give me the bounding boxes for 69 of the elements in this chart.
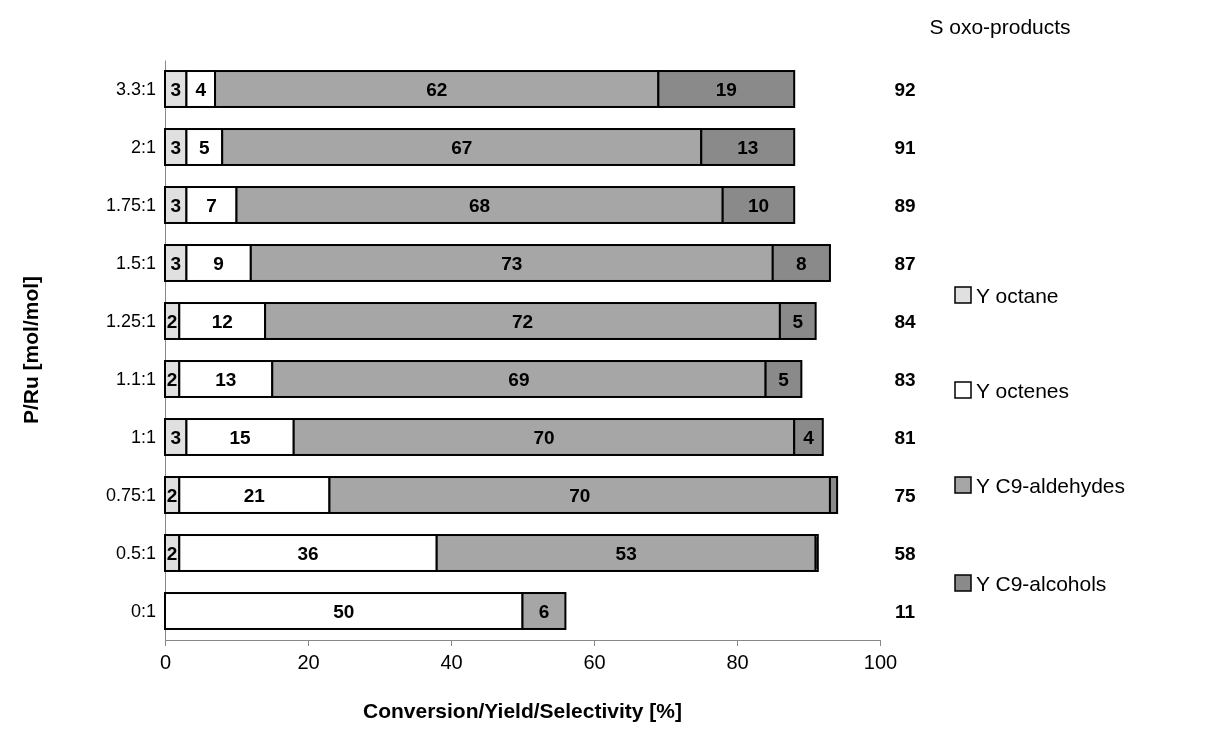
data-label: 19 [715,78,737,100]
data-label: 72 [511,310,534,332]
data-label: 3 [170,426,182,448]
y-tick-label: 0.75:1 [105,484,156,505]
data-label: 70 [569,484,591,506]
data-label: 2 [166,368,178,390]
text: 84 [894,310,916,332]
y-tick-label: 0:1 [130,600,156,621]
text: 89 [894,194,916,216]
y-tick-label: 2:1 [130,136,156,157]
data-label: 5 [778,368,790,390]
data-label: 70 [533,426,555,448]
data-label: 10 [747,194,770,216]
y-tick-label: 1.5:1 [115,252,156,273]
data-label: 7 [206,194,217,216]
y-tick-label: 0.5:1 [115,542,156,563]
text: 92 [894,78,916,100]
data-label: 69 [508,368,530,390]
x-tick-label: 100 [863,651,898,673]
y-tick-label: 1:1 [130,426,156,447]
data-label: 50 [333,600,355,622]
data-label: 4 [803,426,815,448]
text: 81 [894,426,916,448]
text: 75 [894,484,916,506]
data-label: 3 [170,194,182,216]
text: 58 [894,542,916,564]
data-label: 73 [501,252,523,274]
x-tick-label: 20 [297,651,320,673]
data-label: 53 [615,542,637,564]
data-label: 5 [792,310,804,332]
data-label: 2 [166,310,178,332]
data-label: 21 [243,484,266,506]
data-label: 12 [211,310,233,332]
text: S oxo-products [929,15,1071,38]
data-label: 9 [213,252,224,274]
text: 11 [894,600,916,622]
data-label: 6 [538,600,550,622]
legend-label: Y octenes [976,378,1070,402]
data-label: 3 [170,252,182,274]
data-label: 68 [469,194,491,216]
data-label: 2 [166,542,178,564]
y-tick-label: 3.3:1 [115,78,156,99]
data-label: 67 [451,136,473,158]
y-axis-title: P/Ru [mol/mol] [19,275,42,425]
legend-label: Y C9-alcohols [976,571,1107,595]
x-axis-title: Conversion/Yield/Selectivity [%] [363,699,682,722]
data-label: 2 [166,484,178,506]
data-label: 8 [796,252,807,274]
data-label: 62 [426,78,448,100]
data-label: 3 [170,78,182,100]
y-tick-label: 1.25:1 [105,310,156,331]
y-tick-label: 1.1:1 [115,368,156,389]
data-label: 13 [737,136,759,158]
legend-label: Y C9-aldehydes [976,473,1126,497]
data-label: 4 [195,78,207,100]
text: 83 [894,368,916,390]
text: 91 [894,136,916,158]
data-label: 36 [297,542,319,564]
data-label: 15 [229,426,252,448]
data-label: 3 [170,136,182,158]
x-tick-label: 60 [583,651,606,673]
y-tick-label: 1.75:1 [105,194,156,215]
x-tick-label: 80 [726,651,749,673]
legend-label: Y octane [976,283,1059,307]
text: 87 [894,252,916,274]
x-tick-label: 40 [440,651,463,673]
x-tick-label: 0 [159,651,172,673]
data-label: 5 [199,136,211,158]
data-label: 13 [215,368,237,390]
